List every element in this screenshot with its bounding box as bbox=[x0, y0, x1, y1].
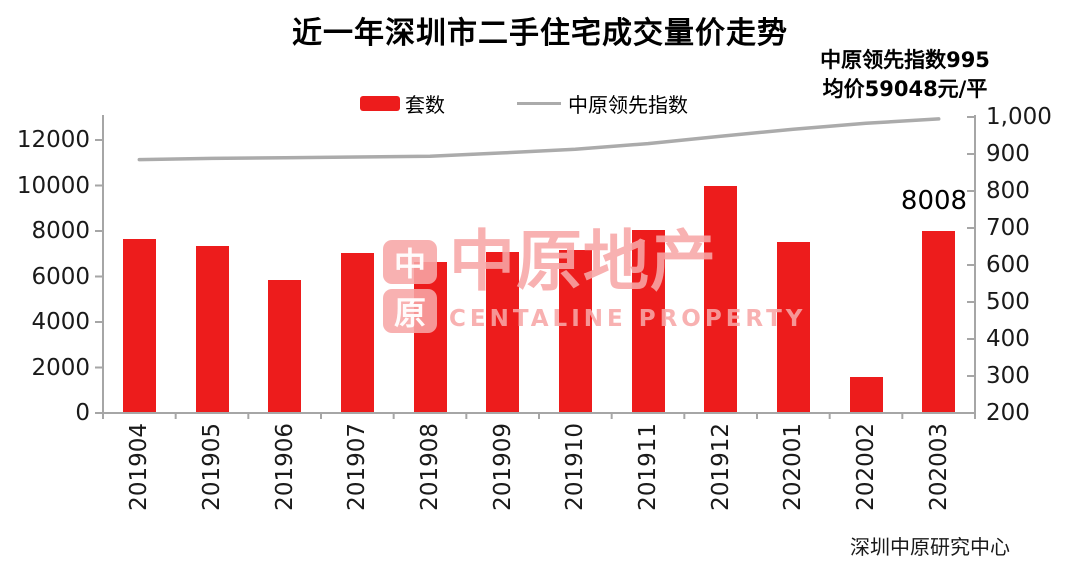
y-tick-label-4000: 4000 bbox=[31, 309, 90, 335]
index-annotation-line2: 均价59048元/平 bbox=[822, 77, 988, 101]
legend: 套数 中原领先指数 bbox=[360, 88, 688, 118]
legend-index-label: 中原领先指数 bbox=[568, 92, 688, 117]
bar-201904 bbox=[122, 239, 156, 413]
index-annotation-line1: 中原领先指数995 bbox=[820, 48, 990, 72]
legend-item-units: 套数 bbox=[360, 89, 445, 118]
bar-201906 bbox=[268, 279, 302, 413]
line-swatch-icon bbox=[517, 101, 561, 105]
bar-201909 bbox=[486, 251, 520, 413]
y-tick-label-10000: 10000 bbox=[16, 172, 90, 199]
y-tick-label-8000: 8000 bbox=[31, 218, 90, 244]
chart-title: 近一年深圳市二手住宅成交量价走势 bbox=[292, 16, 788, 51]
y2-tick-label-200: 200 bbox=[986, 400, 1030, 426]
y2-tick-label-1000: 1,000 bbox=[986, 104, 1052, 130]
legend-item-index: 中原领先指数 bbox=[517, 89, 688, 118]
y2-tick-label-800: 800 bbox=[986, 178, 1030, 204]
bar-201905 bbox=[195, 245, 229, 413]
y-tick-label-0: 0 bbox=[75, 400, 90, 426]
y2-tick-label-600: 600 bbox=[986, 252, 1030, 278]
y2-tick-label-900: 900 bbox=[986, 141, 1030, 167]
y-tick-label-2000: 2000 bbox=[31, 354, 90, 381]
bar-swatch-icon bbox=[360, 95, 400, 111]
y-tick-label-12000: 12000 bbox=[16, 127, 90, 153]
bar-201908 bbox=[413, 262, 447, 413]
bar-value-label: 8008 bbox=[900, 186, 968, 216]
bar-202001 bbox=[776, 242, 810, 413]
y2-tick-label-400: 400 bbox=[986, 326, 1030, 352]
bar-201907 bbox=[340, 252, 374, 413]
bar-202002 bbox=[849, 376, 883, 413]
index-annotation: 中原领先指数995 均价59048元/平 bbox=[765, 46, 1045, 104]
y2-tick-label-300: 300 bbox=[986, 363, 1030, 389]
y-tick-label-6000: 6000 bbox=[31, 263, 90, 290]
bar-201912 bbox=[704, 186, 738, 413]
source-label: 深圳中原研究中心 bbox=[850, 535, 1010, 559]
legend-units-label: 套数 bbox=[405, 92, 445, 117]
y2-tick-label-700: 700 bbox=[986, 215, 1030, 241]
y2-tick-label-500: 500 bbox=[986, 289, 1030, 315]
bar-201911 bbox=[631, 229, 665, 413]
bar-202003 bbox=[922, 230, 956, 413]
bar-201910 bbox=[558, 250, 592, 413]
